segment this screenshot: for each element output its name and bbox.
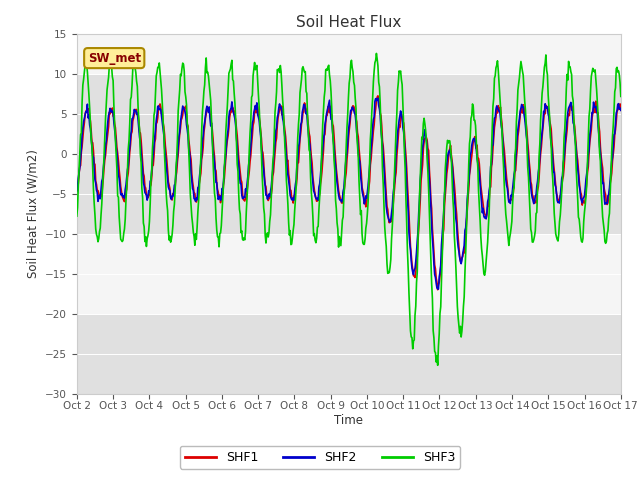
Title: Soil Heat Flux: Soil Heat Flux bbox=[296, 15, 401, 30]
X-axis label: Time: Time bbox=[334, 414, 364, 427]
Bar bbox=[77, 73, 621, 234]
Text: SW_met: SW_met bbox=[88, 51, 141, 65]
Bar bbox=[77, 313, 621, 394]
Legend: SHF1, SHF2, SHF3: SHF1, SHF2, SHF3 bbox=[180, 446, 460, 469]
Y-axis label: Soil Heat Flux (W/m2): Soil Heat Flux (W/m2) bbox=[26, 149, 40, 278]
